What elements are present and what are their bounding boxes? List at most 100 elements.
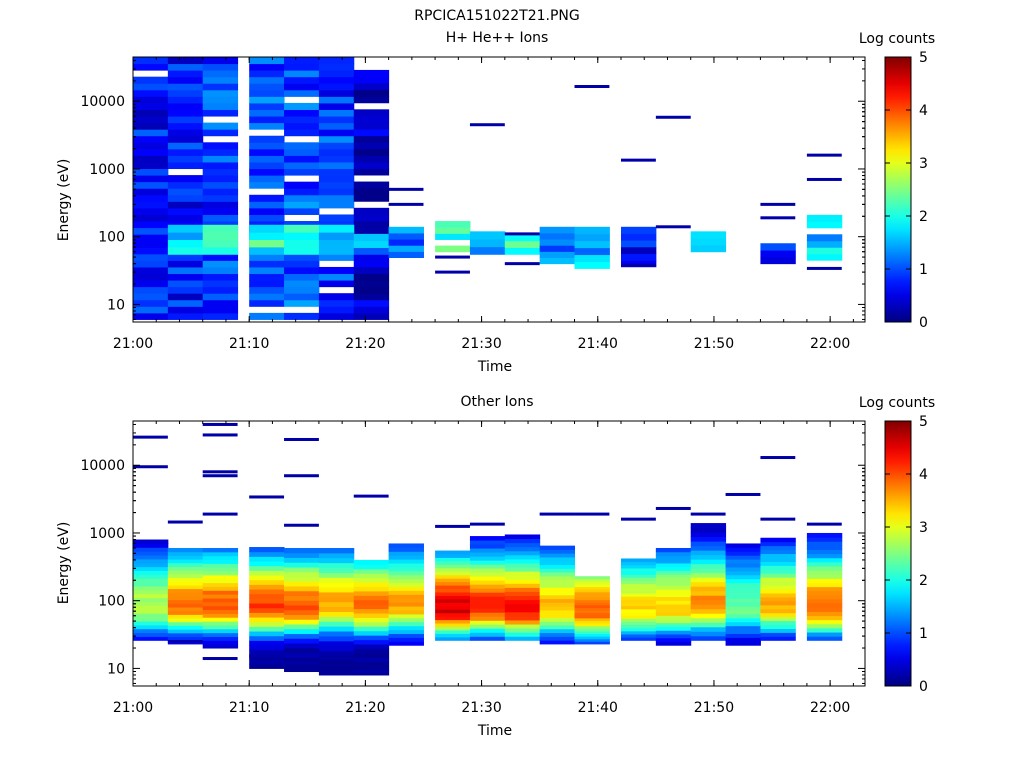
heatmap-cell [318, 96, 355, 104]
heatmap-cell [167, 260, 204, 268]
heatmap-cell [760, 243, 796, 251]
heatmap-cell [435, 598, 471, 603]
heatmap-cell [318, 214, 355, 222]
heatmap-cell [318, 577, 355, 583]
heatmap-cell [504, 538, 541, 544]
heatmap-cell [504, 603, 541, 609]
heatmap-cell [655, 641, 692, 646]
x-tick-label: 21:50 [694, 700, 734, 716]
panel2-title: Other Ions [460, 394, 533, 410]
heatmap-cell [806, 578, 843, 584]
heatmap-cell [469, 608, 506, 613]
heatmap-cell [353, 207, 390, 215]
heatmap-cell [284, 638, 320, 644]
heatmap-cell [725, 586, 761, 591]
heatmap-cell [621, 158, 656, 162]
heatmap-cell [353, 661, 390, 667]
heatmap-cell [353, 635, 390, 641]
colorbar-tick-label: 2 [919, 209, 928, 225]
heatmap-cell [284, 557, 320, 563]
heatmap-cell [353, 626, 390, 632]
heatmap-cell [167, 266, 204, 275]
heatmap-cell [806, 632, 843, 637]
heatmap-cell [202, 551, 239, 557]
heatmap-cell [469, 584, 506, 589]
panel1-heatmap-cells [133, 57, 843, 320]
heatmap-cell [284, 647, 320, 654]
heatmap-cell [725, 578, 761, 584]
heatmap-cell [353, 168, 390, 176]
heatmap-cell [539, 640, 576, 645]
heatmap-cell [318, 601, 355, 608]
heatmap-cell [249, 83, 285, 91]
heatmap-cell [760, 620, 796, 626]
heatmap-cell [388, 617, 424, 623]
heatmap-cell [284, 571, 320, 577]
heatmap-cell [760, 608, 796, 614]
heatmap-cell [760, 561, 796, 566]
x-tick-label: 21:40 [578, 336, 618, 352]
heatmap-cell [353, 639, 390, 645]
heatmap-cell [725, 602, 761, 607]
heatmap-cell [133, 207, 169, 215]
heatmap-cell [388, 641, 424, 646]
heatmap-cell [806, 253, 843, 261]
heatmap-cell [621, 571, 657, 575]
heatmap-cell [318, 129, 355, 137]
heatmap-cell [249, 649, 285, 655]
heatmap-cell [435, 623, 471, 628]
heatmap-cell [167, 577, 204, 582]
heatmap-cell [167, 559, 204, 564]
heatmap-cell [469, 552, 506, 557]
heatmap-cell [655, 622, 692, 628]
heatmap-cell [806, 214, 843, 222]
heatmap-cell [353, 573, 390, 579]
heatmap-cell [133, 175, 169, 183]
heatmap-cell [725, 617, 761, 623]
panel1-ylabel: Energy (eV) [56, 159, 72, 242]
heatmap-cell [167, 632, 204, 638]
heatmap-cell [469, 592, 506, 597]
heatmap-cell [760, 636, 796, 641]
heatmap-cell [760, 557, 796, 562]
heatmap-cell [202, 590, 239, 595]
heatmap-cell [353, 240, 390, 248]
heatmap-cell [133, 547, 169, 552]
heatmap-cell [202, 574, 239, 580]
heatmap-cell [284, 562, 320, 568]
heatmap-cell [318, 306, 355, 314]
heatmap-cell [725, 555, 761, 560]
colorbar-tick-label: 5 [919, 50, 928, 66]
heatmap-cell [167, 603, 204, 608]
heatmap-cell [249, 551, 285, 557]
heatmap-cell [202, 636, 239, 641]
heatmap-cell [202, 628, 239, 634]
heatmap-cell [284, 657, 320, 663]
heatmap-cell [574, 226, 610, 235]
heatmap-cell [655, 555, 692, 560]
heatmap-cell [725, 566, 761, 572]
heatmap-cell [284, 280, 320, 288]
heatmap-cell [655, 634, 692, 639]
heatmap-cell [284, 83, 320, 91]
heatmap-cell [284, 253, 320, 261]
heatmap-cell [202, 168, 239, 176]
heatmap-cell [469, 238, 506, 248]
heatmap-cell [621, 246, 657, 254]
heatmap-cell [435, 605, 471, 610]
heatmap-cell [318, 299, 355, 307]
heatmap-cell [806, 266, 842, 270]
heatmap-cell [621, 226, 657, 234]
heatmap-cell [284, 161, 320, 170]
heatmap-cell [318, 239, 355, 248]
heatmap-cell [202, 299, 239, 307]
heatmap-cell [504, 240, 541, 248]
heatmap-cell [574, 240, 610, 249]
heatmap-cell [539, 594, 576, 600]
heatmap-cell [435, 560, 471, 565]
heatmap-cell [318, 109, 355, 117]
heatmap-cell [655, 619, 692, 624]
heatmap-cell [318, 201, 355, 209]
heatmap-cell [167, 614, 204, 619]
heatmap-cell [167, 573, 204, 579]
